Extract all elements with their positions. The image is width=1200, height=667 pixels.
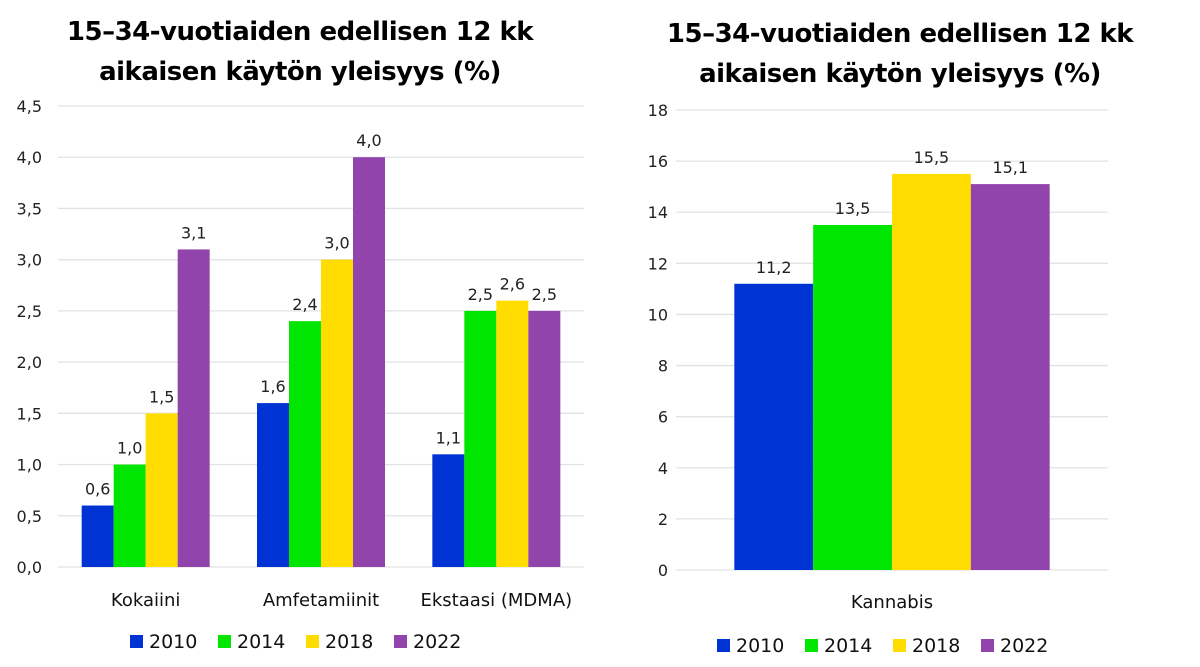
legend-label-2014: 2014 xyxy=(824,635,872,657)
bar-2018-kannabis xyxy=(892,173,971,570)
data-label: 3,1 xyxy=(181,223,206,242)
bar-2014-kannabis xyxy=(813,225,892,570)
y-tick-label: 0,5 xyxy=(17,507,42,526)
y-tick-label: 18 xyxy=(648,101,668,120)
legend-swatch-2010 xyxy=(130,635,143,648)
y-tick-label: 0 xyxy=(658,561,668,580)
y-tick-label: 3,5 xyxy=(17,199,42,218)
chart-title: 15–34-vuotiaiden edellisen 12 kk aikaise… xyxy=(620,14,1180,94)
data-label: 1,1 xyxy=(436,428,461,447)
data-label: 2,5 xyxy=(532,285,557,304)
chart-title: 15–34-vuotiaiden edellisen 12 kk aikaise… xyxy=(20,12,580,92)
data-label: 13,5 xyxy=(835,199,871,218)
data-label: 3,0 xyxy=(324,234,349,253)
y-tick-label: 2 xyxy=(658,510,668,529)
y-tick-label: 4,5 xyxy=(17,97,42,116)
data-label: 4,0 xyxy=(356,131,381,150)
bar-2014-ekstaasi-mdma- xyxy=(464,310,497,567)
data-label: 2,6 xyxy=(500,275,525,294)
legend-swatch-2014 xyxy=(218,635,231,648)
bar-2018-amfetamiinit xyxy=(321,259,353,567)
y-tick-label: 1,0 xyxy=(17,456,42,475)
x-category-label: Kannabis xyxy=(851,592,933,613)
legend-label-2018: 2018 xyxy=(325,631,373,653)
x-category-label: Kokaiini xyxy=(111,590,180,611)
data-label: 2,4 xyxy=(292,295,317,314)
y-tick-label: 10 xyxy=(648,305,668,324)
legend-label-2010: 2010 xyxy=(149,631,197,653)
legend-swatch-2022 xyxy=(394,635,407,648)
legend-label-2018: 2018 xyxy=(912,635,960,657)
chart-title-line-1: 15–34-vuotiaiden edellisen 12 kk xyxy=(666,19,1134,49)
bar-2014-kokaiini xyxy=(113,464,146,567)
chart-plot-area: 0 2 4 6 8 10 12 14 16 18 11,2 13,5 15,5 15,1 Kannabis 2… xyxy=(648,101,1108,657)
data-label: 1,6 xyxy=(260,377,285,396)
bar-2010-ekstaasi-mdma- xyxy=(432,454,465,567)
legend-swatch-2018 xyxy=(306,635,319,648)
data-label: 11,2 xyxy=(756,258,792,277)
chart-title-line-1: 15–34-vuotiaiden edellisen 12 kk xyxy=(66,17,534,47)
legend-label-2010: 2010 xyxy=(736,635,784,657)
bar-2022-kannabis xyxy=(970,184,1050,570)
legend-swatch-2014 xyxy=(805,639,818,652)
y-tick-label: 8 xyxy=(658,357,668,376)
y-tick-label: 4 xyxy=(658,459,668,478)
y-tick-label: 0,0 xyxy=(17,558,42,577)
bar-2010-kokaiini xyxy=(81,505,114,567)
chart-stimulants: 15–34-vuotiaiden edellisen 12 kk aikaise… xyxy=(17,12,584,653)
bar-2022-kokaiini xyxy=(177,249,210,567)
legend-label-2014: 2014 xyxy=(237,631,285,653)
bar-2018-ekstaasi-mdma- xyxy=(496,300,529,567)
chart-plot-area: 0,0 0,5 1,0 1,5 2,0 2,5 3,0 3,5 4,0 4,5 0,6 1,0 1,5 3… xyxy=(17,97,584,653)
data-label: 2,5 xyxy=(468,285,493,304)
bar-2010-kannabis xyxy=(734,283,814,570)
y-tick-label: 2,5 xyxy=(17,302,42,321)
bar-2018-kokaiini xyxy=(145,413,178,567)
bar-2014-amfetamiinit xyxy=(289,321,321,567)
y-tick-label: 2,0 xyxy=(17,353,42,372)
data-label: 0,6 xyxy=(85,480,110,499)
legend-swatch-2018 xyxy=(893,639,906,652)
x-category-label: Ekstaasi (MDMA) xyxy=(420,590,572,611)
chart-title-line-2: aikaisen käytön yleisyys (%) xyxy=(99,57,501,87)
x-category-label: Amfetamiinit xyxy=(263,590,379,611)
y-tick-label: 12 xyxy=(648,254,668,273)
y-tick-label: 1,5 xyxy=(17,404,42,423)
data-label: 1,0 xyxy=(117,439,142,458)
data-label: 1,5 xyxy=(149,387,174,406)
bar-2010-amfetamiinit xyxy=(257,403,290,567)
y-tick-label: 4,0 xyxy=(17,148,42,167)
legend-label-2022: 2022 xyxy=(1000,635,1048,657)
bar-2022-amfetamiinit xyxy=(352,157,385,567)
chart-title-line-2: aikaisen käytön yleisyys (%) xyxy=(699,59,1101,89)
y-tick-label: 16 xyxy=(648,152,668,171)
legend-swatch-2010 xyxy=(717,639,730,652)
chart-cannabis: 15–34-vuotiaiden edellisen 12 kk aikaise… xyxy=(600,0,1200,667)
legend-swatch-2022 xyxy=(981,639,994,652)
y-tick-label: 14 xyxy=(648,203,668,222)
y-tick-label: 3,0 xyxy=(17,251,42,270)
bar-2022-ekstaasi-mdma- xyxy=(528,310,561,567)
data-label: 15,5 xyxy=(914,148,950,167)
legend-label-2022: 2022 xyxy=(413,631,461,653)
y-tick-label: 6 xyxy=(658,408,668,427)
data-label: 15,1 xyxy=(992,158,1028,177)
